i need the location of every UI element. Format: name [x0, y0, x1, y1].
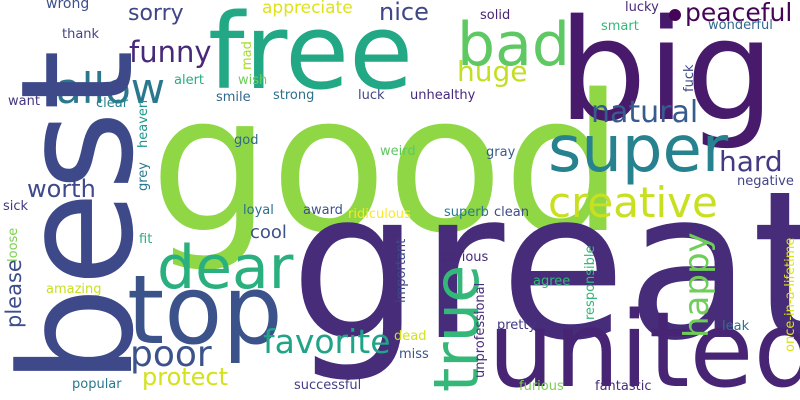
- word-mad: mad: [240, 41, 255, 70]
- word-agree: agree: [533, 274, 571, 289]
- word-sorry: sorry: [128, 1, 184, 26]
- word-alert: alert: [174, 73, 205, 88]
- word-solid: solid: [480, 8, 511, 23]
- word-lucky: lucky: [625, 0, 659, 15]
- word-smart: smart: [601, 19, 639, 34]
- word-loyal: loyal: [243, 203, 274, 218]
- word-great: great: [290, 148, 800, 386]
- word-weird: weird: [380, 144, 416, 159]
- word-superb: superb: [444, 205, 489, 220]
- word-wrong: wrong: [46, 0, 90, 12]
- word-clean: clean: [494, 205, 529, 220]
- word-successful: successful: [294, 378, 362, 393]
- word-allow: allow: [56, 64, 166, 113]
- word-appreciate: appreciate: [262, 0, 353, 18]
- word-happy: happy: [677, 232, 717, 338]
- word-nice: nice: [379, 0, 429, 26]
- word-strong: strong: [273, 88, 315, 103]
- word-sick: sick: [3, 199, 29, 214]
- word-miss: miss: [399, 347, 429, 362]
- word-award: award: [303, 203, 343, 218]
- word-hard: hard: [719, 145, 783, 178]
- word-dear: dear: [157, 233, 294, 303]
- word-smile: smile: [216, 90, 251, 105]
- word-pretty: pretty: [497, 318, 537, 333]
- word-god: god: [234, 133, 259, 148]
- word-wish: wish: [238, 73, 268, 88]
- word-worth: worth: [27, 175, 96, 203]
- word-gray: gray: [486, 145, 516, 160]
- word-big: big: [558, 0, 775, 153]
- word-funny: funny: [129, 35, 212, 69]
- word-luck: luck: [358, 88, 385, 103]
- word-negative: negative: [737, 174, 794, 189]
- word-peaceful: peaceful: [685, 0, 793, 27]
- word-super: super: [548, 113, 729, 187]
- word-natural: natural: [591, 95, 699, 130]
- word-furious: furious: [519, 379, 564, 394]
- word-leak: leak: [722, 319, 750, 334]
- word-once-in-a-lifetime: once-in-a-lifetime: [783, 237, 798, 352]
- word-important: important: [394, 238, 409, 303]
- word-cool: cool: [250, 222, 287, 243]
- word-fuck: fuck: [682, 64, 697, 93]
- word-good: good: [150, 54, 624, 275]
- word-please: please: [2, 259, 26, 328]
- word-grey: grey: [136, 161, 151, 191]
- word-united: united: [488, 289, 800, 400]
- word-amazing: amazing: [46, 282, 102, 297]
- word-loose: loose: [6, 227, 21, 262]
- peaceful-dot: [669, 9, 681, 21]
- word-wonderful: wonderful: [708, 18, 773, 33]
- word-top: top: [127, 256, 283, 366]
- word-heaven: heaven: [136, 99, 151, 148]
- word-dead: dead: [394, 329, 427, 344]
- word-popular: popular: [72, 377, 122, 392]
- word-bad: bad: [457, 10, 570, 80]
- word-thank: thank: [62, 27, 100, 42]
- word-huge: huge: [457, 55, 528, 88]
- word-ridiculous: ridiculous: [348, 207, 411, 222]
- word-clear: clear: [96, 96, 129, 111]
- word-responsible: responsible: [583, 245, 598, 320]
- word-curious: curious: [441, 250, 489, 265]
- word-favorite: favorite: [263, 322, 391, 361]
- word-fantastic: fantastic: [595, 379, 652, 394]
- word-free: free: [208, 0, 414, 113]
- word-poor: poor: [130, 334, 212, 375]
- word-best: best: [0, 49, 168, 385]
- word-protect: protect: [142, 363, 229, 391]
- word-want: want: [8, 94, 40, 109]
- word-creative: creative: [548, 178, 718, 227]
- word-unprofessional: unprofessional: [473, 282, 488, 378]
- word-fit: fit: [139, 232, 153, 247]
- word-unhealthy: unhealthy: [410, 88, 476, 103]
